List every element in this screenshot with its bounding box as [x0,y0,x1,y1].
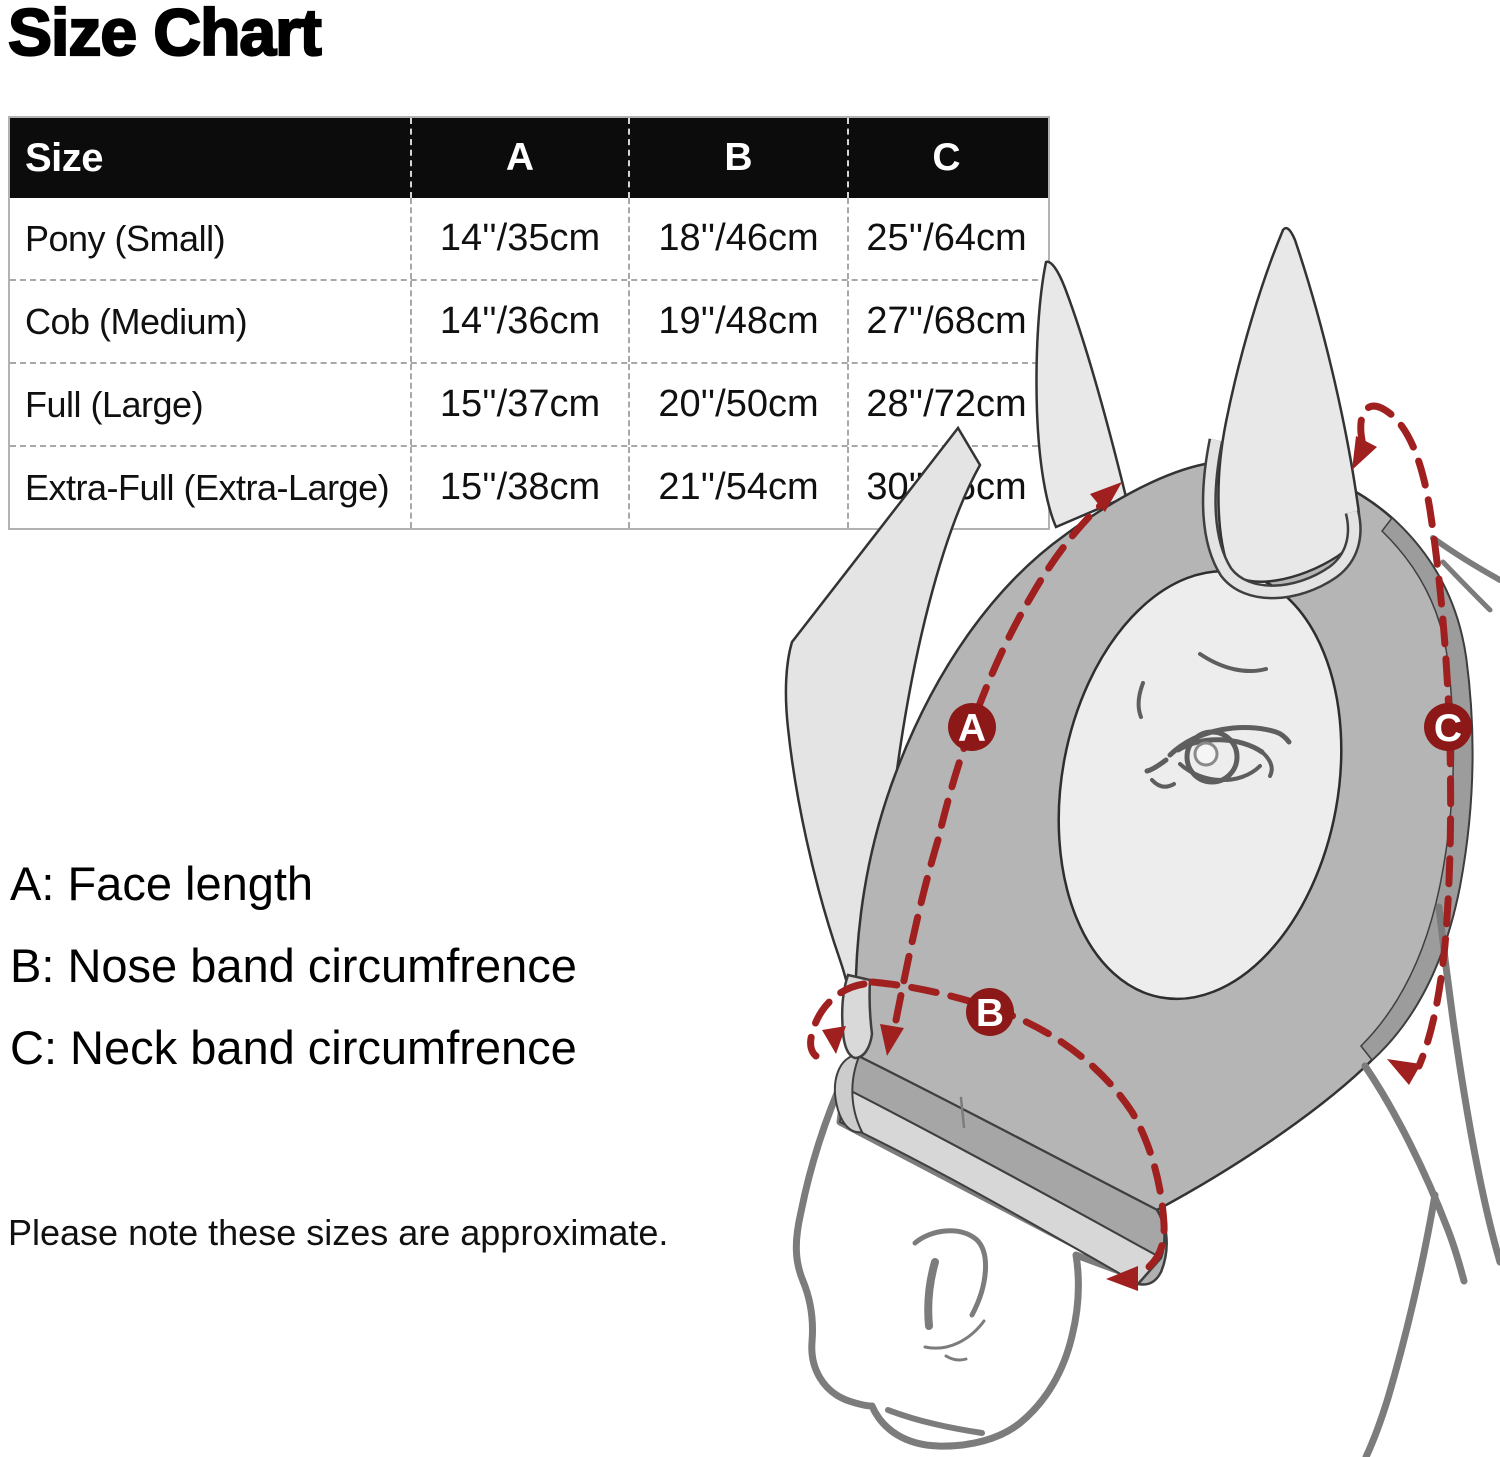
measurement-arrows [807,402,1455,1291]
header-cell-size: Size [25,135,104,180]
measurement-badges: A B C [948,703,1472,1036]
table-row: Pony (Small) 14''/35cm 18''/46cm 25''/64… [10,198,1048,279]
legend-item-b: B: Nose band circumfrence [10,938,577,992]
horse-eye [1136,652,1292,789]
page-title: Size Chart [7,0,323,70]
size-table: Size A B C Pony (Small) 14''/35cm 18''/4… [8,116,1050,530]
cell-measure-a: 15''/38cm [410,447,628,528]
badge-c-label: C [1434,707,1462,750]
measurement-arrow-b [868,978,1168,1276]
cell-measure-c: 28''/72cm [847,364,1044,445]
measurement-arrow-c [1357,402,1455,1070]
horse-far-ear [1035,260,1128,529]
table-row: Extra-Full (Extra-Large) 15''/38cm 21''/… [10,445,1048,528]
cell-measure-c: 25''/64cm [847,198,1044,279]
measurement-badge-b [966,988,1014,1036]
legend-item-c: C: Neck band circumfrence [10,1020,577,1074]
cell-measure-b: 21''/54cm [628,447,847,528]
cell-measure-b: 18''/46cm [628,198,847,279]
strap-tab [840,973,874,1060]
measurement-legend: A: Face length B: Nose band circumfrence… [10,842,577,1088]
header-cell-b: B [628,118,847,198]
horse-near-ear [1201,226,1362,600]
cell-measure-b: 19''/48cm [628,281,847,362]
approximate-sizes-note: Please note these sizes are approximate. [8,1212,669,1253]
cell-size-name: Full (Large) [25,383,204,425]
header-cell-c: C [847,118,1044,198]
badge-a-label: A [958,707,986,750]
nostril-inner-line [924,1258,939,1330]
table-row: Full (Large) 15''/37cm 20''/50cm 28''/72… [10,362,1048,445]
mask-nose-band [834,973,1168,1286]
table-header-row: Size A B C [10,118,1048,198]
cell-measure-a: 14''/35cm [410,198,628,279]
table-row: Cob (Medium) 14''/36cm 19''/48cm 27''/68… [10,279,1048,362]
cell-measure-b: 20''/50cm [628,364,847,445]
cell-measure-c: 27''/68cm [847,281,1044,362]
mouth-line [885,1407,985,1436]
legend-item-a: A: Face length [10,856,314,910]
badge-b-label: B [976,992,1004,1035]
measurement-badge-c [1424,703,1472,751]
horse-fly-mask-illustration: A B C [784,226,1500,1457]
horse-muzzle [792,1066,1142,1450]
horse-neck-lines [1361,535,1500,1457]
cell-measure-a: 15''/37cm [410,364,628,445]
cell-measure-a: 14''/36cm [410,281,628,362]
nostril-line [912,1228,988,1318]
nostril-lower-line [923,1319,986,1350]
cell-size-name: Extra-Full (Extra-Large) [25,466,390,508]
cell-size-name: Pony (Small) [25,217,226,259]
cell-size-name: Cob (Medium) [25,300,248,342]
nose-band-left-cap [834,1052,864,1134]
header-cell-a: A [410,118,628,198]
measurement-badge-a [948,703,996,751]
measurement-arrow-b-loop [807,980,868,1060]
